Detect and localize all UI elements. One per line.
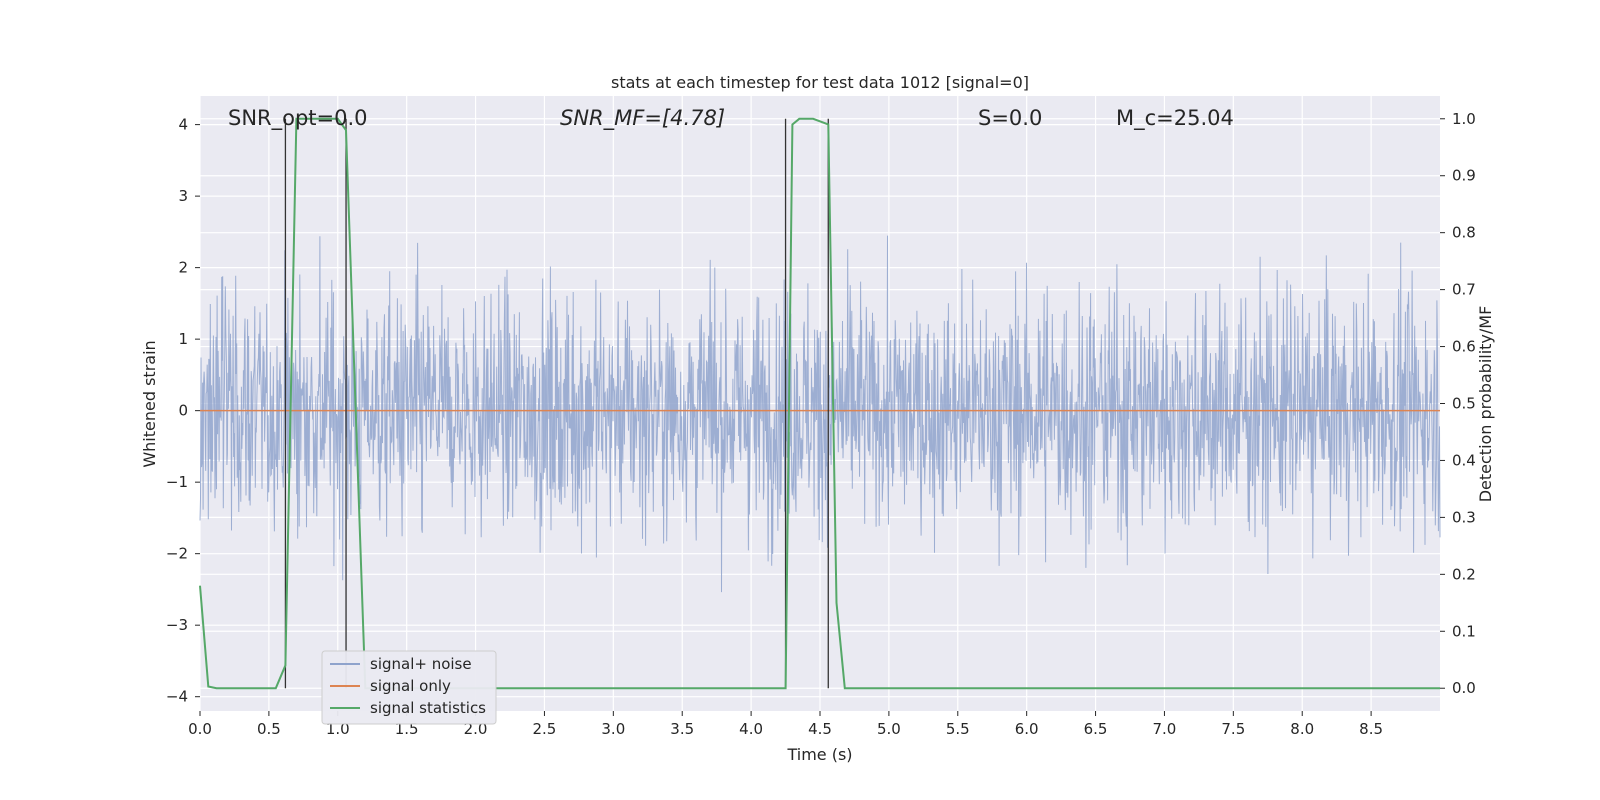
chart-title: stats at each timestep for test data 101… (611, 73, 1029, 92)
y2-tick-label: 0.2 (1452, 565, 1476, 583)
vertical-markers (284, 118, 829, 689)
y-tick-label: −4 (166, 688, 188, 706)
x-tick-label: 0.5 (257, 720, 281, 738)
legend-box (321, 650, 497, 725)
legend-label-stats: signal statistics (370, 699, 486, 717)
y2-tick-label: 0.7 (1452, 281, 1476, 299)
y-tick-label: 3 (178, 187, 188, 205)
x-tick-label: 3.0 (601, 720, 625, 738)
annotation-snr-opt: SNR_opt=0.0 (228, 106, 368, 131)
y2-tick-label: 0.6 (1452, 338, 1476, 356)
x-tick-label: 3.5 (670, 720, 694, 738)
stats-trace (199, 117, 1440, 690)
annotation-mc: M_c=25.04 (1116, 106, 1234, 131)
y2-tick-label: 0.1 (1452, 622, 1476, 640)
x-tick-label: 5.5 (946, 720, 970, 738)
x-tick-label: 6.5 (1084, 720, 1108, 738)
y-tick-label: 1 (178, 330, 188, 348)
y-tick-label: 0 (178, 402, 188, 420)
y-tick-label: 2 (178, 259, 188, 277)
y2-axis-title: Detection probability/MF (1476, 306, 1495, 503)
legend-label-signal: signal only (370, 677, 451, 695)
x-tick-label: 8.0 (1290, 720, 1314, 738)
x-tick-label: 6.0 (1015, 720, 1039, 738)
x-tick-label: 8.5 (1359, 720, 1383, 738)
legend: signal+ noise signal only signal statist… (321, 650, 497, 725)
y2-tick-label: 0.4 (1452, 451, 1476, 469)
x-tick-label: 5.0 (877, 720, 901, 738)
y2-tick-label: 1.0 (1452, 110, 1476, 128)
y-tick-label: −3 (166, 616, 188, 634)
x-tick-label: 7.0 (1153, 720, 1177, 738)
y2-tick-label: 0.3 (1452, 508, 1476, 526)
x-tick-label: 4.5 (808, 720, 832, 738)
x-tick-label: 4.0 (739, 720, 763, 738)
annotation-s: S=0.0 (978, 106, 1042, 130)
y2-tick-label: 0.8 (1452, 224, 1476, 242)
legend-label-noise: signal+ noise (370, 655, 472, 673)
y-axis-title: Whitened strain (140, 340, 159, 467)
x-tick-label: 2.5 (533, 720, 557, 738)
y-tick-label: 4 (178, 116, 188, 134)
series-signal-statistics (199, 117, 1440, 690)
x-tick-label: 7.5 (1221, 720, 1245, 738)
series-signal-plus-noise (199, 235, 1441, 593)
y-axis-right: 1.0 0.9 0.8 0.7 0.6 0.5 0.4 0.3 0.2 0.1 0.0 (1440, 110, 1476, 697)
y2-tick-label: 0.9 (1452, 167, 1476, 185)
y2-tick-label: 0.0 (1452, 679, 1476, 697)
x-tick-label: 0.0 (188, 720, 212, 738)
x-axis-title: Time (s) (786, 745, 852, 764)
y2-tick-label: 0.5 (1452, 395, 1476, 413)
annotation-snr-mf: SNR_MF=[4.78] (560, 106, 725, 131)
y-tick-label: −2 (166, 545, 188, 563)
noise-trace (199, 235, 1441, 593)
y-axis-left: 4 3 2 1 0 −1 −2 −3 −4 (166, 116, 200, 706)
y-tick-label: −1 (166, 473, 188, 491)
